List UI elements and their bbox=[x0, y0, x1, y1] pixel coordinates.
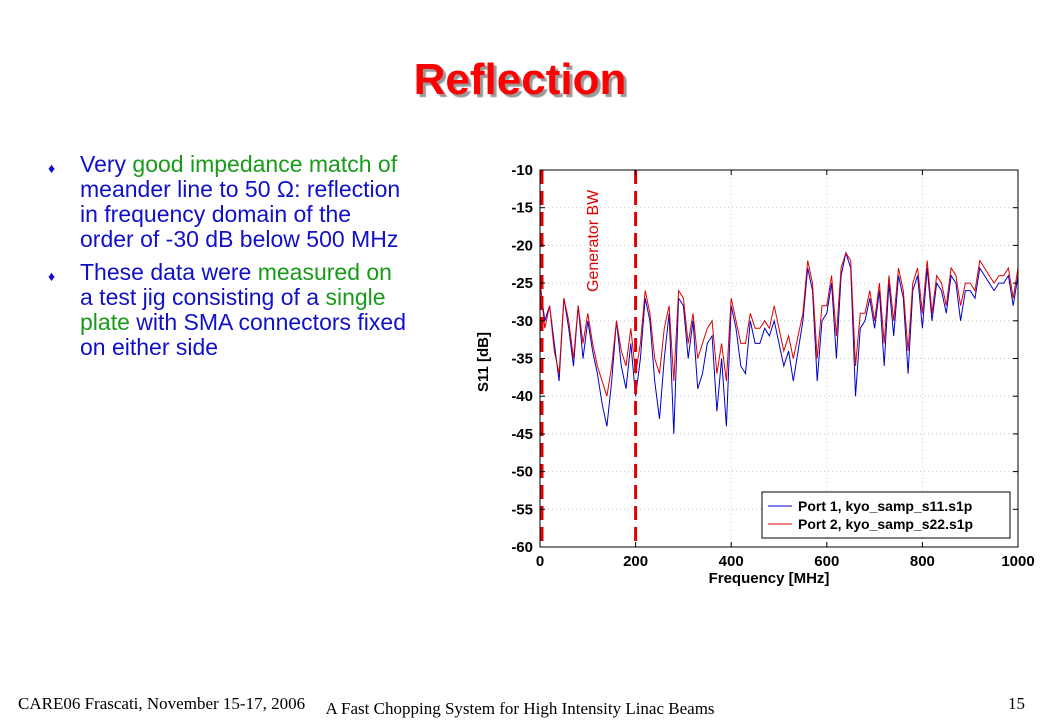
series-line-1 bbox=[539, 250, 1019, 434]
generator-bw-label: Generator BW bbox=[585, 189, 602, 292]
bullet-segment: good impedance match of bbox=[132, 151, 398, 177]
y-tick-label: -10 bbox=[511, 162, 533, 179]
bullet-text: Very good impedance match of meander lin… bbox=[80, 152, 408, 252]
bullet-item: ♦ Very good impedance match of meander l… bbox=[48, 152, 408, 252]
y-axis-label: S11 [dB] bbox=[475, 332, 492, 392]
bullet-item: ♦ These data were measured on a test jig… bbox=[48, 260, 408, 360]
y-tick-label: -55 bbox=[511, 501, 533, 518]
x-tick-label: 600 bbox=[814, 553, 839, 570]
x-tick-label: 1000 bbox=[1001, 553, 1034, 570]
plot-area bbox=[540, 170, 1018, 547]
legend-label: Port 2, kyo_samp_s22.s1p bbox=[798, 516, 973, 532]
y-tick-label: -35 bbox=[511, 351, 533, 368]
y-tick-label: -40 bbox=[511, 388, 533, 405]
bullet-list: ♦ Very good impedance match of meander l… bbox=[48, 152, 408, 368]
bullet-segment: measured on bbox=[257, 259, 392, 285]
legend-label: Port 1, kyo_samp_s11.s1p bbox=[798, 498, 972, 514]
x-axis-label: Frequency [MHz] bbox=[709, 570, 830, 587]
footer-conference: CARE06 Frascati, November 15-17, 2006 bbox=[18, 694, 306, 713]
x-tick-label: 400 bbox=[719, 553, 744, 570]
y-tick-label: -30 bbox=[511, 313, 533, 330]
x-tick-label: 800 bbox=[910, 553, 935, 570]
bullet-text: These data were measured on a test jig c… bbox=[80, 260, 408, 360]
y-tick-label: -50 bbox=[511, 464, 533, 481]
bullet-segment: meander line to 50 Ω: reflection in freq… bbox=[80, 176, 401, 252]
bullet-segment: single plate bbox=[80, 284, 386, 335]
y-tick-label: -25 bbox=[511, 275, 533, 292]
bullet-segment: a test jig consisting of a bbox=[80, 284, 326, 310]
y-tick-label: -20 bbox=[511, 237, 533, 254]
slide-title: Reflection bbox=[413, 55, 627, 104]
bullet-icon: ♦ bbox=[48, 268, 56, 284]
footer-page-number: 15 bbox=[1008, 694, 1025, 713]
y-tick-label: -45 bbox=[511, 426, 533, 443]
bullet-segment: These data were bbox=[80, 259, 258, 285]
legend-box bbox=[761, 491, 1011, 539]
series-line-2 bbox=[539, 251, 1019, 397]
x-tick-label: 0 bbox=[536, 553, 544, 570]
y-tick-label: -60 bbox=[511, 539, 533, 556]
x-tick-label: 200 bbox=[623, 553, 648, 570]
bullet-icon: ♦ bbox=[48, 160, 56, 176]
bullet-segment: with SMA connectors fixed on either side bbox=[80, 309, 406, 360]
footer-talk-title: A Fast Chopping System for High Intensit… bbox=[325, 699, 715, 718]
y-tick-label: -15 bbox=[511, 200, 533, 217]
bullet-segment: Very bbox=[80, 151, 133, 177]
